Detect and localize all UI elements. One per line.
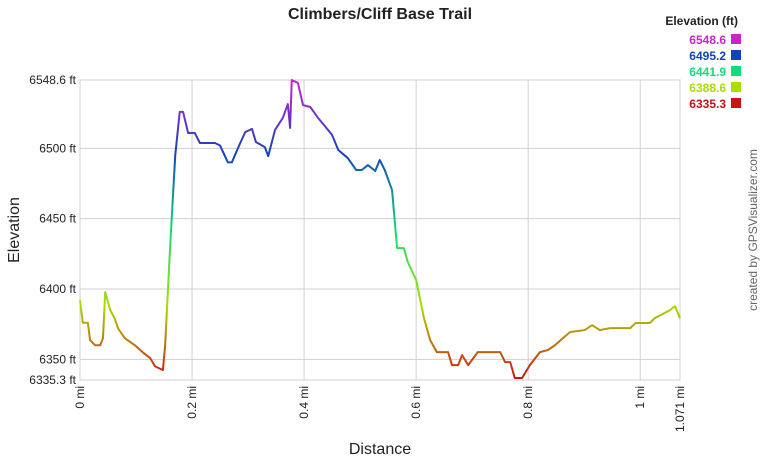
y-tick-label: 6450 ft: [39, 212, 76, 226]
y-tick-label: 6548.6 ft: [29, 73, 76, 87]
legend-label: 6388.6: [689, 81, 726, 95]
legend-title: Elevation (ft): [665, 14, 738, 28]
legend-swatch: [731, 82, 741, 92]
y-tick-label: 6500 ft: [39, 141, 76, 155]
plot-area: [79, 79, 681, 381]
x-tick-label: 1.071 mi: [673, 386, 687, 432]
x-tick-label: 0 mi: [73, 386, 87, 409]
legend-swatch: [731, 34, 741, 44]
x-tick-label: 0.6 mi: [409, 386, 423, 419]
legend-swatch: [731, 66, 741, 76]
x-tick-label: 0.8 mi: [521, 386, 535, 419]
x-tick-label: 1 mi: [633, 386, 647, 409]
legend-swatch: [731, 50, 741, 60]
legend-swatch: [731, 98, 741, 108]
legend-label: 6335.3: [689, 97, 726, 111]
y-tick-label: 6335.3 ft: [29, 373, 76, 387]
y-tick-label: 6350 ft: [39, 352, 76, 366]
x-tick-label: 0.2 mi: [185, 386, 199, 419]
elevation-line: [79, 79, 681, 380]
legend-label: 6441.9: [689, 65, 726, 79]
y-tick-label: 6400 ft: [39, 282, 76, 296]
chart-title: Climbers/Cliff Base Trail: [288, 6, 472, 23]
legend-label: 6548.6: [689, 33, 726, 47]
legend-label: 6495.2: [689, 49, 726, 63]
credit: created by GPSVisualizer.com: [746, 149, 760, 311]
x-axis-title: Distance: [349, 441, 411, 458]
x-tick-label: 0.4 mi: [297, 386, 311, 419]
y-axis-title: Elevation: [6, 197, 23, 263]
